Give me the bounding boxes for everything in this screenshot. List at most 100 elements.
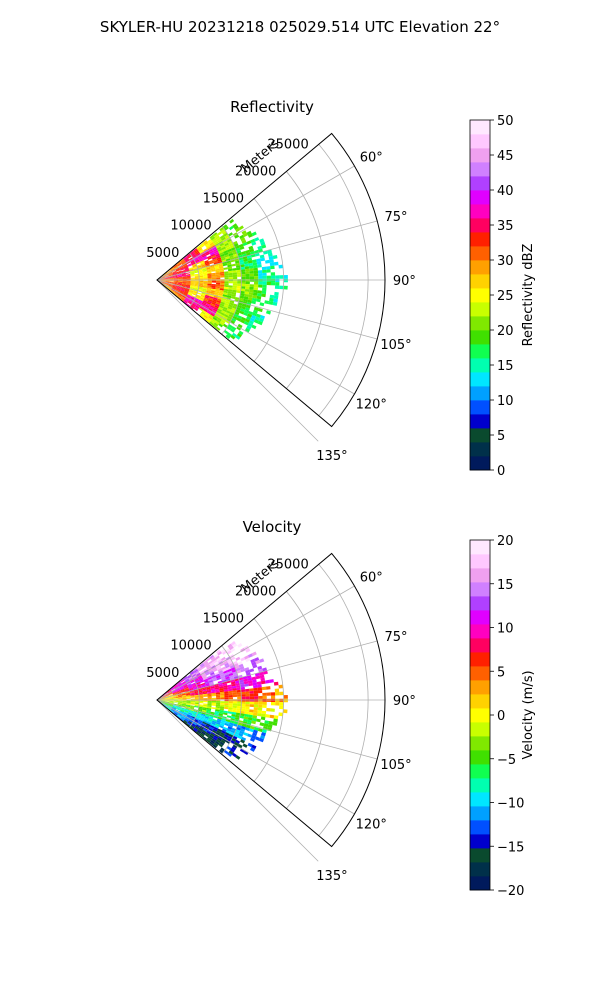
data-cell	[250, 658, 256, 663]
data-cell	[222, 308, 227, 313]
data-cell	[173, 702, 178, 704]
data-cell	[181, 261, 186, 265]
data-cell	[210, 303, 216, 307]
data-cell	[219, 234, 225, 240]
data-cell	[275, 702, 280, 706]
data-cell	[245, 307, 250, 311]
data-cell	[167, 706, 172, 710]
data-cell	[214, 712, 219, 716]
data-cell	[251, 324, 257, 330]
data-cell	[224, 722, 229, 727]
data-cell	[249, 688, 254, 692]
data-cell	[216, 281, 221, 283]
data-cell	[204, 717, 209, 721]
data-cell	[165, 278, 170, 280]
data-cell	[197, 721, 202, 726]
data-cell	[257, 308, 263, 313]
data-cell	[207, 693, 212, 696]
data-cell	[243, 750, 249, 755]
data-cell	[194, 692, 199, 695]
data-cell	[245, 696, 250, 700]
data-cell	[213, 248, 218, 252]
data-cell	[224, 281, 229, 284]
data-cell	[181, 681, 186, 685]
data-cell	[245, 249, 251, 254]
data-cell	[231, 307, 237, 312]
data-cell	[226, 680, 231, 684]
data-cell	[192, 302, 197, 306]
data-cell	[190, 284, 195, 286]
data-cell	[182, 294, 187, 297]
data-cell	[202, 689, 207, 692]
data-cell	[199, 242, 204, 247]
data-cell	[217, 651, 223, 656]
data-cell	[228, 695, 233, 698]
data-cell	[180, 270, 186, 273]
data-cell	[241, 251, 246, 255]
data-cell	[181, 694, 187, 697]
data-cell	[209, 741, 214, 746]
data-cell	[223, 689, 229, 692]
data-cell	[214, 263, 219, 267]
data-cell	[209, 681, 214, 685]
data-cell	[217, 716, 223, 720]
data-cell	[257, 684, 262, 688]
sector-outline	[156, 552, 386, 848]
data-cell	[222, 726, 228, 731]
data-cell	[212, 232, 218, 237]
data-cell	[259, 674, 265, 679]
data-cell	[249, 696, 255, 699]
data-cell	[214, 683, 219, 687]
data-cell	[220, 702, 225, 705]
range-tick-label: 25000	[267, 557, 308, 572]
data-cell	[215, 244, 221, 249]
data-cell	[228, 733, 234, 738]
data-cell	[226, 295, 232, 299]
data-cell	[164, 283, 169, 286]
data-cell	[230, 328, 235, 333]
data-cell	[179, 718, 184, 722]
data-cell	[218, 323, 223, 328]
data-cell	[181, 285, 186, 287]
data-cell	[223, 685, 228, 688]
data-cell	[203, 308, 208, 313]
data-cell	[262, 695, 267, 699]
angle-tick-label: 135°	[316, 449, 347, 464]
data-cell	[204, 680, 209, 683]
data-cell	[190, 692, 195, 694]
data-cell	[184, 709, 189, 712]
data-cell	[266, 269, 271, 273]
data-cell	[232, 287, 237, 291]
data-cell	[209, 305, 215, 309]
data-cell	[187, 713, 192, 717]
data-cell	[161, 700, 166, 702]
data-cell	[212, 258, 218, 262]
data-cell	[279, 285, 284, 290]
data-cell	[210, 739, 215, 744]
data-cell	[210, 656, 216, 661]
data-cell	[178, 697, 183, 699]
data-cell	[199, 678, 204, 682]
data-cell	[283, 698, 288, 703]
colorbar-swatch	[470, 260, 490, 275]
data-cell	[209, 234, 214, 239]
data-cell	[247, 257, 253, 261]
data-cell	[201, 712, 206, 715]
data-cell	[220, 721, 225, 725]
data-cell	[173, 696, 178, 698]
data-cell	[164, 275, 169, 277]
data-cell	[164, 283, 169, 286]
colorbar-tick-label: −5	[497, 753, 516, 768]
data-cell	[195, 261, 201, 265]
data-cell	[236, 689, 242, 693]
colorbar-swatch	[470, 372, 490, 387]
data-cell	[203, 668, 208, 672]
data-cell	[198, 707, 203, 710]
data-cell	[177, 275, 182, 277]
data-cell	[227, 291, 233, 294]
colorbar-swatch	[470, 876, 490, 891]
data-cell	[244, 711, 250, 715]
colorbar-tick-label: 5	[497, 665, 505, 680]
data-cell	[205, 304, 210, 308]
data-cell	[257, 687, 263, 691]
